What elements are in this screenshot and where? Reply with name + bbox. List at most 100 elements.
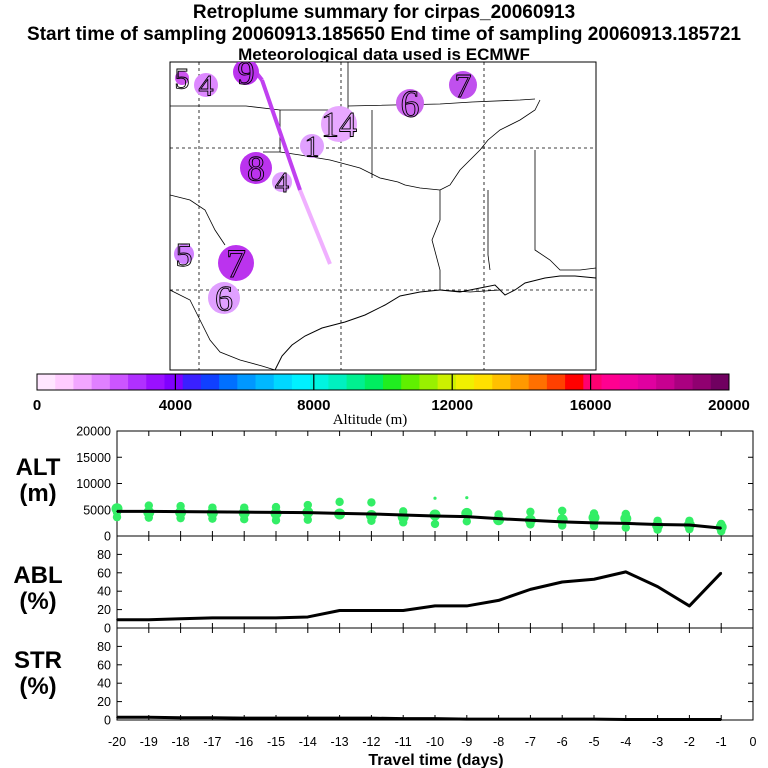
abl-data-point <box>148 618 150 621</box>
colorbar-segment <box>583 374 603 390</box>
alt-data-point <box>497 517 500 520</box>
x-tick-label: -8 <box>493 735 504 749</box>
colorbar-segment <box>546 374 566 390</box>
str-data-point <box>370 717 373 719</box>
y-tick-label: 40 <box>97 677 111 691</box>
str-data-point <box>434 717 436 720</box>
y-tick-label: 20 <box>97 695 111 709</box>
str-data-point <box>211 716 214 719</box>
str-data-point <box>179 716 182 719</box>
str-panel: 0 20 40 60 80 <box>97 627 754 728</box>
str-data-point <box>148 716 150 719</box>
x-tick-label: -2 <box>684 735 695 749</box>
colorbar-segment <box>619 374 639 390</box>
abl-frame <box>116 535 754 629</box>
colorbar-segment <box>328 374 348 390</box>
colorbar-tick-label: 20000 <box>708 397 750 414</box>
str-data-point <box>307 717 309 719</box>
abl-data-point <box>402 609 405 612</box>
colorbar-tick-label: 8000 <box>297 397 330 414</box>
abl-label-line1: ABL <box>13 562 63 589</box>
y-tick-label: 20 <box>97 603 111 617</box>
colorbar-frame <box>36 373 730 391</box>
colorbar-segment <box>128 374 147 390</box>
alt-data-point <box>529 519 532 522</box>
colorbar-segment <box>255 374 275 390</box>
river-border <box>170 289 276 370</box>
altitude-cluster-point <box>335 497 344 507</box>
colorbar-segment <box>528 374 548 390</box>
y-tick-label: 60 <box>97 658 111 672</box>
alt-data-point <box>720 527 722 529</box>
abl-data-point <box>720 572 722 574</box>
colorbar-label: Altitude (m) <box>333 412 408 428</box>
str-data-point <box>466 718 468 720</box>
altitude-cluster-point <box>240 515 249 524</box>
x-tick-label: -7 <box>525 735 536 749</box>
colorbar-tick-label: 12000 <box>431 397 473 414</box>
colorbar-segment <box>237 374 257 390</box>
colorbar-segment <box>674 374 694 390</box>
colorbar-segment <box>291 374 311 390</box>
colorbar-segment <box>601 374 621 390</box>
x-axis-title: Travel time (days) <box>368 752 503 768</box>
abl-series-line <box>117 570 723 622</box>
alt-panel: 0 5000 10000 15000 20000 <box>76 425 754 544</box>
abl-data-point <box>275 617 277 619</box>
x-tick-label: -4 <box>620 735 631 749</box>
plume-day-label: 4 <box>199 70 214 103</box>
abl-data-point <box>116 618 118 621</box>
alt-data-point <box>179 510 182 513</box>
y-tick-label: 20000 <box>76 425 111 439</box>
y-tick-label: 40 <box>97 585 111 599</box>
alt-axis-label: ALT (m) <box>3 455 73 507</box>
x-tick-label: -19 <box>140 735 158 749</box>
colorbar-segment <box>55 374 74 390</box>
colorbar-segment <box>91 374 111 390</box>
x-tick-label: 0 <box>750 735 757 749</box>
colorbar-segment <box>692 374 712 390</box>
y-tick-label: 0 <box>104 530 111 544</box>
plume-day-label: 14 <box>321 105 357 145</box>
colorbar-segment <box>310 374 329 390</box>
altitude-cluster-point <box>208 514 217 523</box>
str-data-point <box>338 717 341 719</box>
altitude-cluster-point <box>433 496 437 500</box>
altitude-cluster-point <box>112 512 122 522</box>
altitude-cluster-point <box>303 500 312 510</box>
map-graticule <box>170 62 596 370</box>
abl-data-point <box>593 578 595 581</box>
x-tick-label: -13 <box>331 735 349 749</box>
abl-data-point <box>211 617 214 619</box>
abl-data-point <box>561 581 563 583</box>
colorbar-segment <box>455 374 475 390</box>
abl-data-point <box>529 588 532 591</box>
abl-axis-label: ABL (%) <box>3 563 73 615</box>
str-label-line2: (%) <box>19 673 57 700</box>
colorbar-segment <box>73 374 93 390</box>
x-tick-label: -6 <box>557 735 568 749</box>
altitude-cluster-point <box>367 498 376 507</box>
alt-series-line <box>117 509 722 530</box>
str-axis-label: STR (%) <box>3 648 73 700</box>
plume-day-label: 8 <box>247 149 265 189</box>
colorbar-segment <box>565 374 584 390</box>
alt-data-point <box>561 521 563 523</box>
x-tick-label: -14 <box>299 735 317 749</box>
altitude-cluster-point <box>430 519 440 529</box>
abl-label-line2: (%) <box>19 588 57 615</box>
plume-day-marker <box>321 106 357 142</box>
colorbar-segment <box>364 374 384 390</box>
y-tick-label: 80 <box>97 640 111 654</box>
str-data-point <box>561 718 563 720</box>
x-tick-label: -5 <box>588 735 599 749</box>
x-tick-label: -15 <box>267 735 285 749</box>
plume-day-marker <box>194 73 218 97</box>
abl-data-point <box>307 616 309 618</box>
x-tick-label: -1 <box>716 735 727 749</box>
altitude-cluster-point <box>303 515 312 524</box>
alt-data-point <box>116 510 118 513</box>
abl-data-point <box>466 605 468 607</box>
y-tick-label: 60 <box>97 566 111 580</box>
